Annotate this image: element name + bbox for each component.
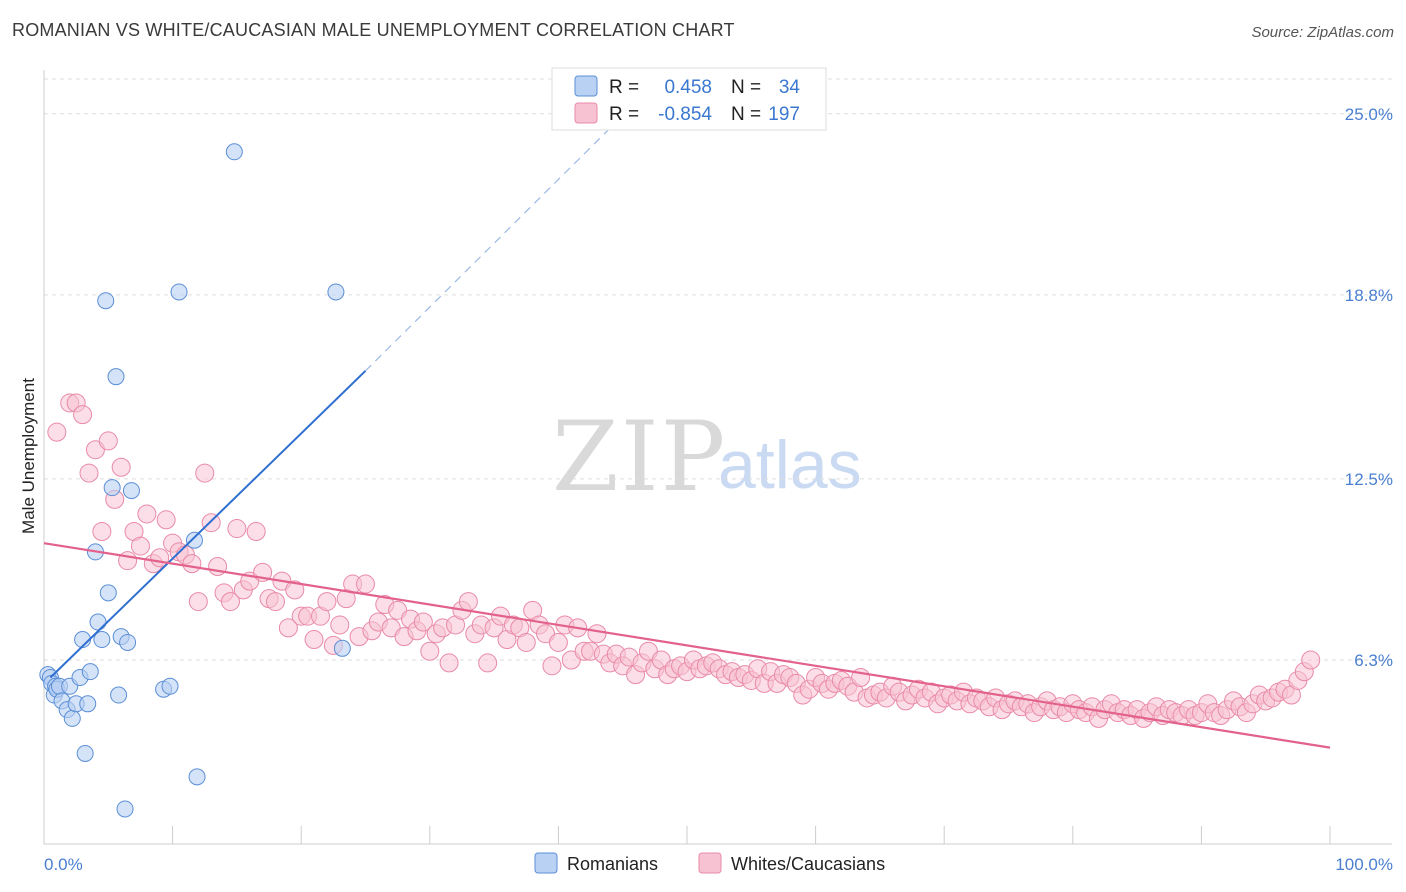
series-legend: Romanians Whites/Caucasians: [534, 852, 885, 874]
whites-point-57: [420, 641, 440, 661]
axes: [43, 70, 1392, 845]
x-tick-label-max: 100.0%: [1335, 855, 1393, 874]
romanians-points: [39, 143, 351, 818]
whites-point-39: [304, 630, 324, 650]
whites-point-72: [516, 632, 536, 652]
whites-point-56: [413, 612, 433, 632]
whites-point-83: [587, 624, 607, 644]
bottom-legend-whites: Whites/Caucasians: [731, 854, 885, 874]
romanians-point-32: [185, 531, 203, 549]
watermark-zip: ZIP: [552, 401, 727, 513]
whites-point-7: [98, 431, 118, 451]
whites-point-60: [439, 653, 459, 673]
whites-point-20: [182, 554, 202, 574]
whites-point-22: [195, 463, 215, 483]
romanians-point-22: [103, 479, 121, 497]
romanians-trend-line: [49, 370, 367, 679]
y-tick-label-1: 12.5%: [1345, 470, 1393, 489]
whites-point-41: [317, 592, 337, 612]
bottom-legend-romanians: Romanians: [567, 854, 658, 874]
romanians-point-27: [119, 633, 137, 651]
whites-point-26: [220, 592, 240, 612]
bottom-legend-swatch-romanians: [534, 852, 558, 874]
romanians-point-28: [122, 482, 140, 500]
whites-point-30: [246, 521, 266, 541]
legend-box: [551, 67, 827, 131]
romanians-trend-extension: [365, 127, 611, 372]
legend-n-label-2: N =: [731, 104, 761, 125]
romanians-point-10: [63, 709, 81, 727]
whites-point-35: [278, 618, 298, 638]
x-tick-label-min: 0.0%: [44, 855, 83, 874]
whites-point-3: [73, 405, 93, 425]
legend-swatch-romanians: [574, 75, 598, 97]
whites-point-0: [47, 422, 67, 442]
whites-point-194: [1301, 650, 1321, 670]
legend-r-label-2: R =: [609, 104, 639, 125]
romanians-point-33: [188, 768, 206, 786]
y-tick-label-2: 18.8%: [1345, 286, 1393, 305]
legend-r-value-1: 0.458: [664, 77, 712, 98]
whites-point-33: [265, 592, 285, 612]
whites-point-77: [548, 632, 568, 652]
legend-r-value-2: -0.854: [658, 104, 712, 125]
bottom-legend-swatch-whites: [698, 852, 722, 874]
whites-point-16: [156, 510, 176, 530]
romanians-point-20: [97, 292, 115, 310]
romanians-point-14: [76, 744, 94, 762]
source-label: Source: ZipAtlas.com: [1251, 24, 1394, 41]
correlation-legend: R = 0.458 N = 34 R = -0.854 N = 197: [551, 67, 827, 131]
y-tick-labels: 6.3% 12.5% 18.8% 25.0%: [1345, 105, 1393, 670]
whites-point-66: [478, 653, 498, 673]
legend-r-label-1: R =: [609, 77, 639, 98]
romanians-point-24: [110, 686, 128, 704]
legend-n-value-2: 197: [768, 104, 800, 125]
legend-n-value-1: 34: [779, 77, 801, 98]
legend-n-label-1: N =: [731, 77, 761, 98]
whites-point-4: [79, 463, 99, 483]
romanians-point-36: [333, 639, 351, 657]
chart-title: ROMANIAN VS WHITE/CAUCASIAN MALE UNEMPLO…: [12, 20, 735, 40]
whites-point-27: [227, 519, 247, 539]
legend-swatch-whites: [574, 102, 598, 124]
whites-point-6: [92, 521, 112, 541]
whites-point-43: [330, 615, 350, 635]
y-tick-label-0: 6.3%: [1354, 651, 1393, 670]
whites-point-63: [458, 592, 478, 612]
romanians-point-19: [93, 631, 111, 649]
whites-point-9: [111, 457, 131, 477]
whites-point-12: [130, 536, 150, 556]
romanians-point-26: [116, 800, 134, 818]
y-tick-label-3: 25.0%: [1345, 105, 1393, 124]
whites-point-21: [188, 592, 208, 612]
romanians-point-34: [225, 143, 243, 161]
romanians-point-16: [81, 663, 99, 681]
romanians-point-31: [170, 283, 188, 301]
whites-point-47: [356, 574, 375, 594]
romanians-point-15: [79, 695, 97, 713]
whites-point-13: [137, 504, 157, 524]
whites-points: [47, 393, 1321, 728]
romanians-point-30: [161, 677, 179, 695]
whites-point-76: [542, 656, 562, 676]
watermark-atlas: atlas: [718, 427, 862, 503]
x-ticks: [43, 826, 1331, 844]
whites-point-36: [285, 580, 305, 600]
whites-point-23: [201, 513, 221, 533]
romanians-point-18: [89, 613, 107, 631]
trend-lines: [43, 127, 1331, 749]
romanians-point-35: [327, 283, 345, 301]
romanians-point-21: [99, 584, 117, 602]
romanians-point-23: [107, 368, 125, 386]
whites-trend-line: [43, 542, 1331, 749]
y-axis-title: Male Unemployment: [19, 378, 38, 534]
